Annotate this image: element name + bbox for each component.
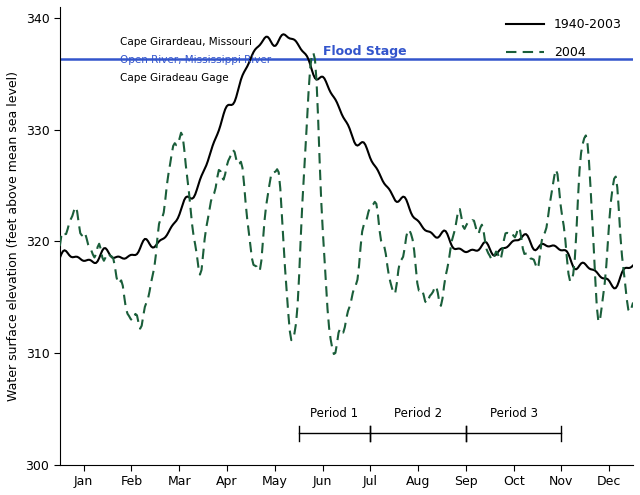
Text: Period 2: Period 2	[394, 407, 442, 420]
Y-axis label: Water surface elevation (feet above mean sea level): Water surface elevation (feet above mean…	[7, 71, 20, 401]
Text: Open River, Mississippi River: Open River, Mississippi River	[120, 55, 271, 65]
Text: Period 3: Period 3	[490, 407, 538, 420]
Text: Cape Giradeau Gage: Cape Giradeau Gage	[120, 73, 228, 83]
Legend: 1940-2003, 2004: 1940-2003, 2004	[501, 13, 627, 64]
Text: Cape Girardeau, Missouri: Cape Girardeau, Missouri	[120, 37, 252, 47]
Text: Flood Stage: Flood Stage	[323, 45, 406, 58]
Text: Period 1: Period 1	[310, 407, 358, 420]
